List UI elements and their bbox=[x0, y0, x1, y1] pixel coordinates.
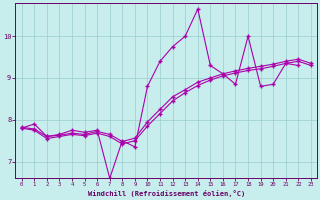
X-axis label: Windchill (Refroidissement éolien,°C): Windchill (Refroidissement éolien,°C) bbox=[88, 190, 245, 197]
